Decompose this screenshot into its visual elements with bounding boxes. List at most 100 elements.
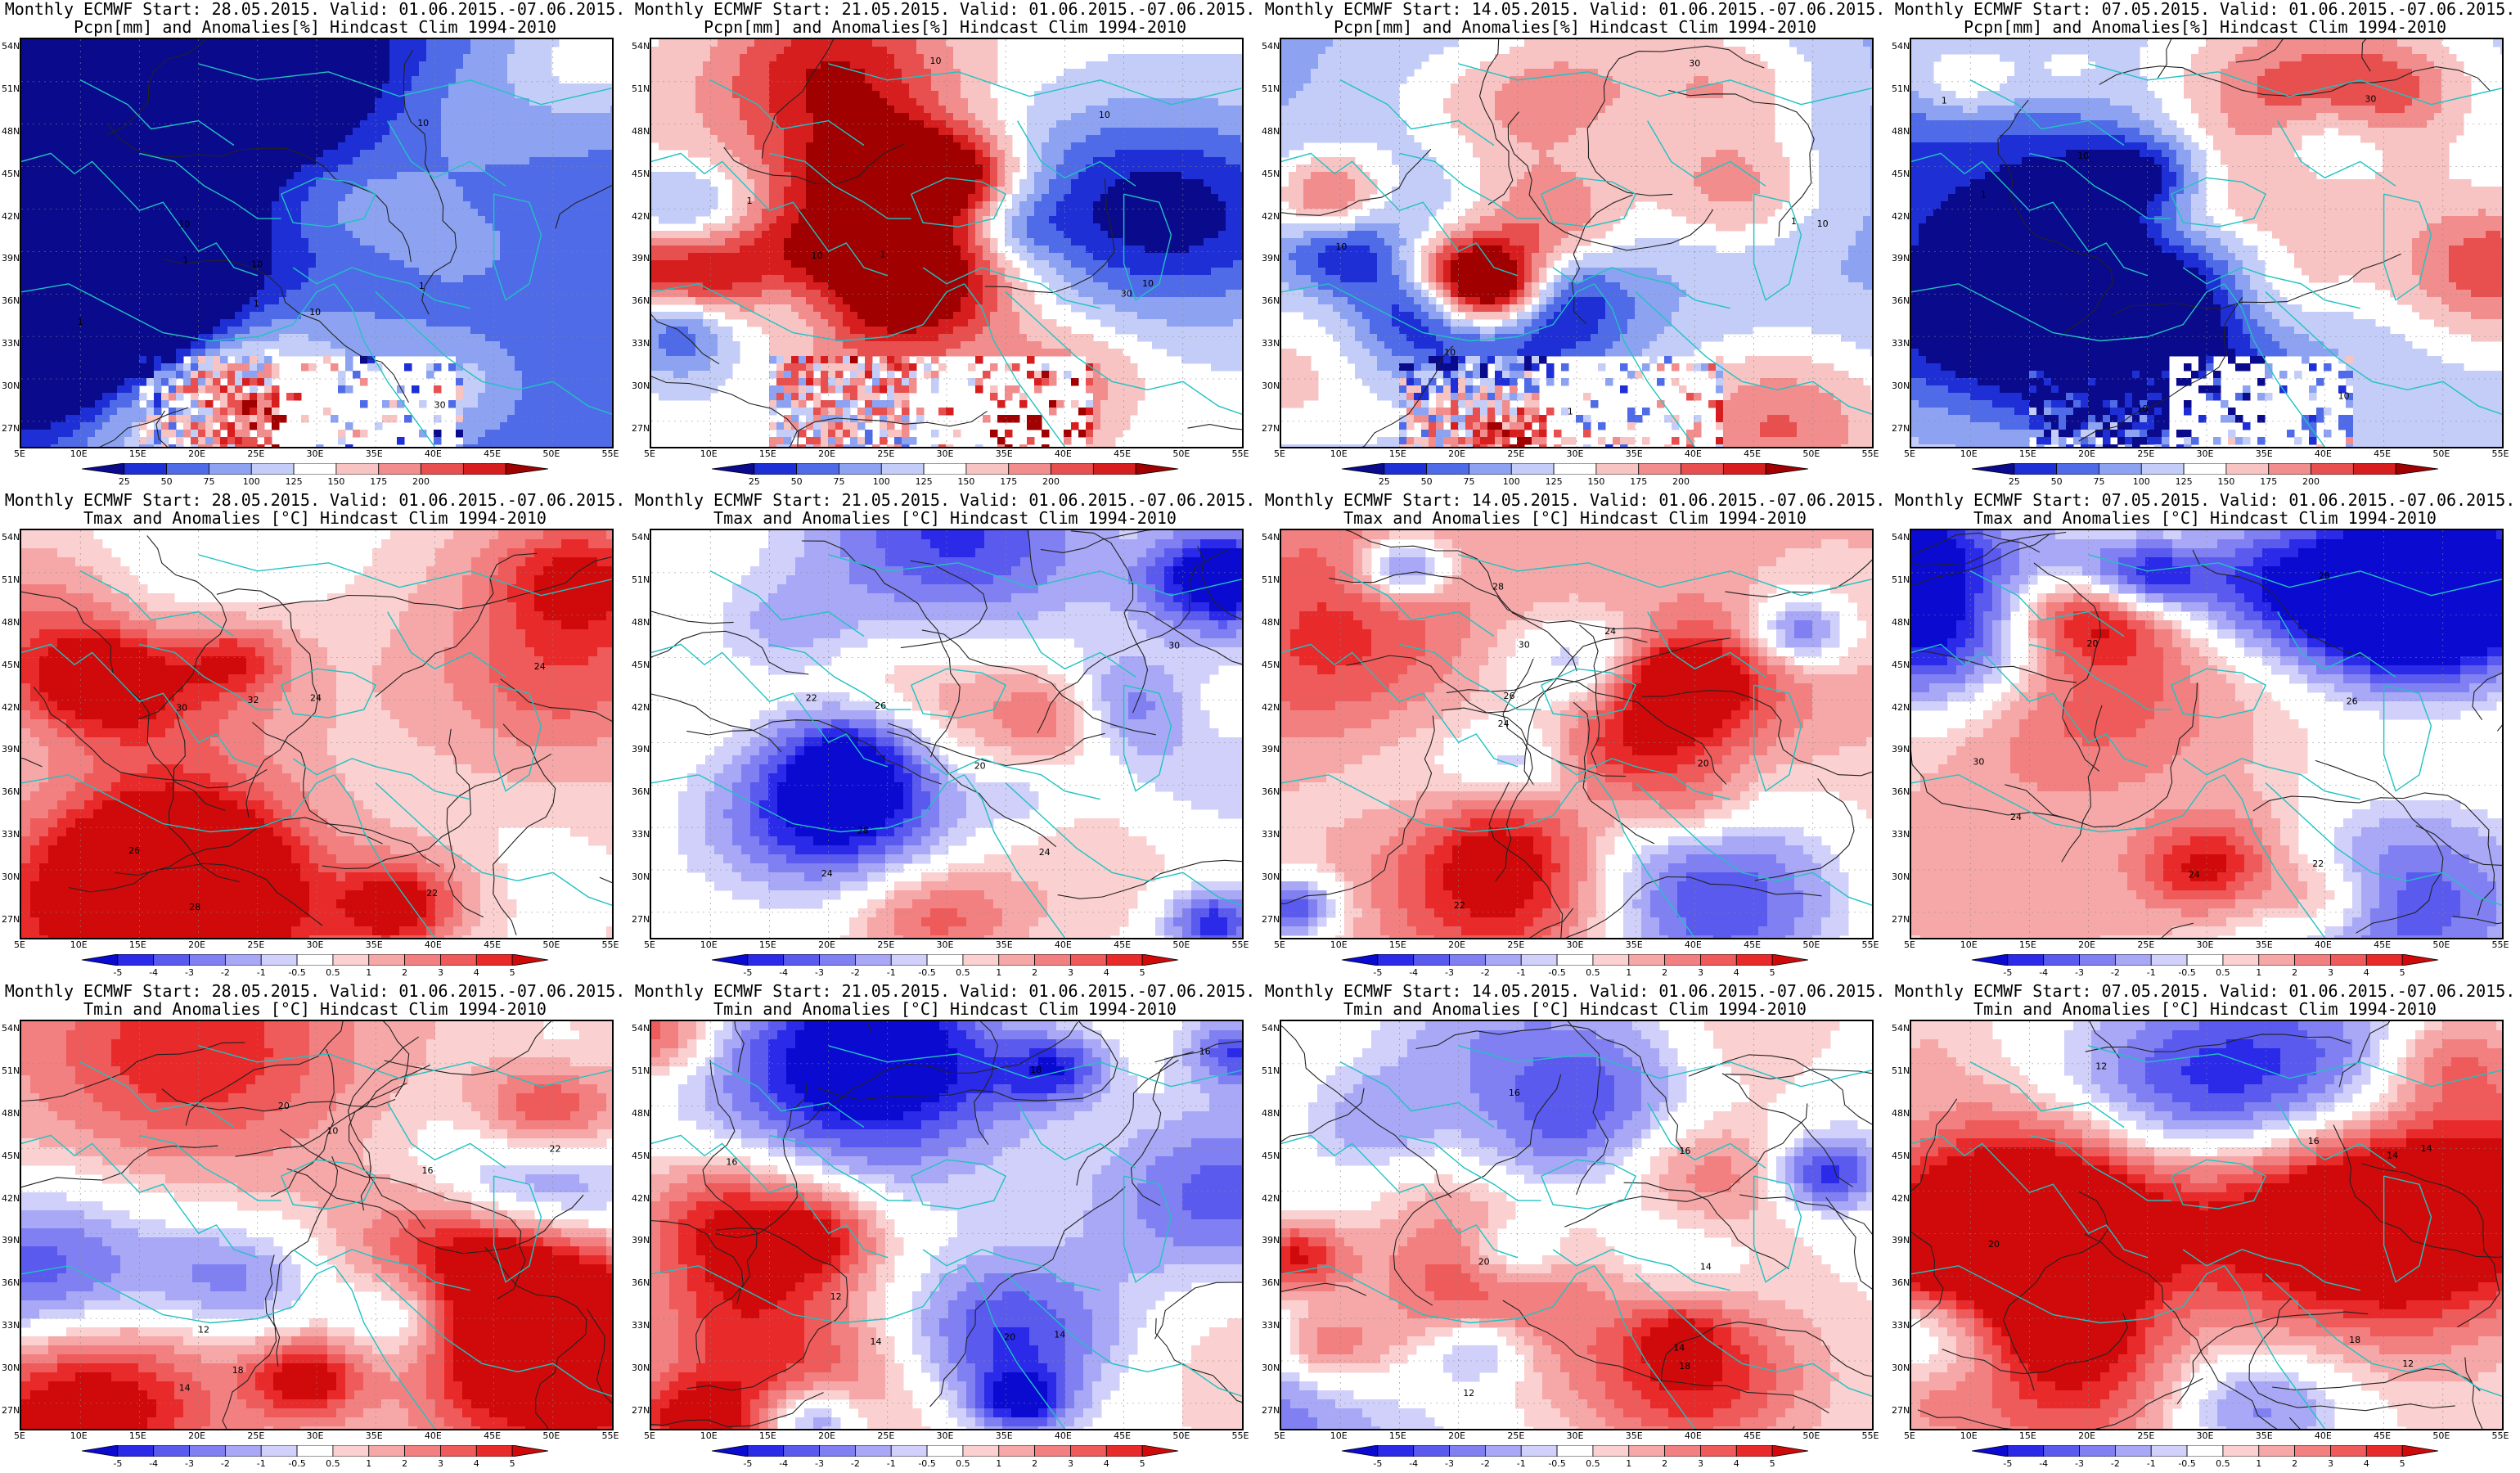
anomaly-cell [176, 238, 184, 246]
anomaly-cell [596, 142, 604, 151]
anomaly-cell [470, 223, 479, 232]
anomaly-cell [419, 341, 427, 349]
anomaly-cell [574, 216, 582, 224]
anomaly-cell [559, 260, 567, 268]
anomaly-cell [51, 319, 59, 327]
anomaly-cell [1086, 106, 1094, 114]
anomaly-cell [470, 319, 479, 327]
anomaly-cell [205, 209, 214, 217]
anomaly-cell [610, 282, 612, 291]
anomaly-cell [821, 83, 829, 92]
anomaly-cell [522, 312, 530, 320]
anomaly-cell [703, 76, 711, 84]
anomaly-cell [463, 231, 471, 239]
anomaly-cell [470, 47, 479, 55]
anomaly-cell [375, 150, 383, 158]
anomaly-cell [213, 363, 221, 372]
anomaly-cell [485, 216, 493, 224]
anomaly-cell [382, 304, 390, 313]
anomaly-cell [65, 246, 74, 254]
anomaly-cell [36, 98, 44, 106]
anomaly-cell [183, 282, 191, 291]
anomaly-cell [65, 385, 74, 394]
anomaly-cell [205, 400, 214, 408]
anomaly-cell [537, 400, 545, 408]
anomaly-cell [478, 349, 486, 357]
anomaly-cell [36, 253, 44, 261]
anomaly-cell [29, 238, 37, 246]
anomaly-cell [88, 268, 96, 276]
anomaly-cell [154, 76, 162, 84]
anomaly-cell [169, 253, 177, 261]
anomaly-cell [673, 106, 682, 114]
anomaly-cell [88, 238, 96, 246]
anomaly-cell [257, 444, 265, 447]
anomaly-cell [264, 312, 272, 320]
anomaly-cell [102, 319, 110, 327]
anomaly-cell [161, 400, 169, 408]
anomaly-cell [581, 238, 589, 246]
anomaly-cell [154, 349, 162, 357]
anomaly-cell [88, 216, 96, 224]
longitude-label: 30E [307, 448, 324, 459]
anomaly-cell [515, 47, 523, 55]
anomaly-cell [331, 47, 339, 55]
anomaly-cell [470, 312, 479, 320]
anomaly-cell [603, 422, 611, 430]
anomaly-cell [456, 430, 464, 438]
anomaly-cell [264, 98, 272, 106]
anomaly-cell [710, 91, 718, 99]
anomaly-cell [1130, 106, 1138, 114]
anomaly-cell [872, 54, 880, 62]
anomaly-cell [1181, 61, 1190, 70]
anomaly-cell [29, 164, 37, 173]
anomaly-cell [117, 341, 125, 349]
anomaly-cell [938, 83, 947, 92]
anomaly-cell [286, 113, 295, 121]
anomaly-cell [205, 275, 214, 283]
anomaly-cell [227, 408, 236, 416]
anomaly-cell [975, 98, 983, 106]
anomaly-cell [828, 113, 836, 121]
anomaly-cell [242, 98, 250, 106]
anomaly-cell [382, 47, 390, 55]
anomaly-cell [551, 187, 560, 195]
anomaly-cell [412, 76, 420, 84]
anomaly-cell [961, 47, 969, 55]
anomaly-cell [441, 142, 449, 151]
anomaly-cell [574, 437, 582, 445]
anomaly-cell [338, 164, 346, 173]
anomaly-cell [58, 334, 66, 342]
anomaly-cell [242, 187, 250, 195]
anomaly-cell [286, 157, 295, 165]
anomaly-cell [242, 128, 250, 136]
anomaly-cell [537, 194, 545, 202]
anomaly-cell [272, 253, 280, 261]
anomaly-cell [323, 349, 331, 357]
anomaly-cell [36, 238, 44, 246]
anomaly-cell [725, 54, 733, 62]
anomaly-cell [412, 179, 420, 187]
anomaly-cell [124, 341, 133, 349]
anomaly-cell [551, 106, 560, 114]
anomaly-cell [345, 39, 353, 47]
anomaly-cell [264, 172, 272, 180]
anomaly-cell [500, 39, 508, 47]
anomaly-cell [1211, 54, 1219, 62]
anomaly-cell [493, 150, 501, 158]
anomaly-cell [880, 83, 888, 92]
anomaly-cell [566, 290, 574, 298]
anomaly-cell [161, 304, 169, 313]
anomaly-cell [242, 282, 250, 291]
anomaly-cell [1130, 61, 1138, 70]
anomaly-cell [331, 113, 339, 121]
anomaly-cell [544, 142, 552, 151]
anomaly-cell [191, 187, 199, 195]
anomaly-cell [448, 400, 457, 408]
anomaly-cell [1071, 91, 1079, 99]
anomaly-cell [404, 179, 412, 187]
anomaly-cell [220, 422, 228, 430]
longitude-label: 10E [70, 448, 88, 459]
anomaly-cell [456, 349, 464, 357]
anomaly-cell [213, 135, 221, 143]
